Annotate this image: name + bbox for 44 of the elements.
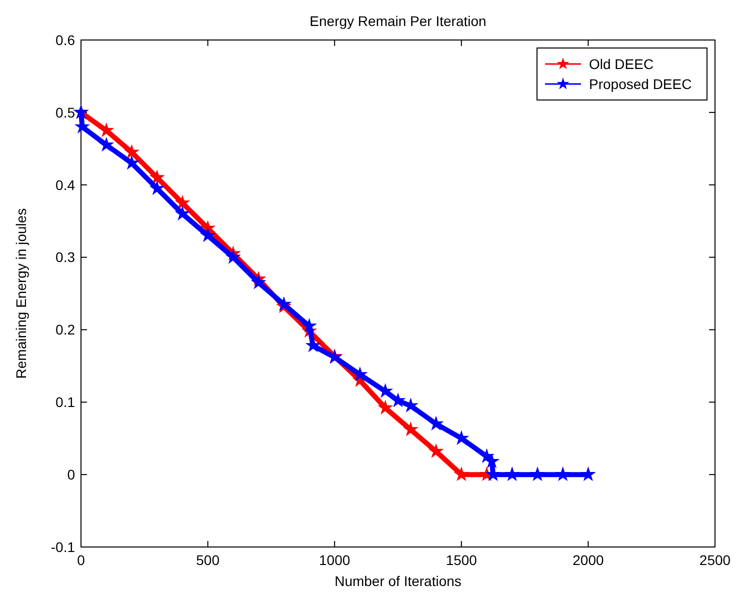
point — [454, 466, 470, 482]
point — [149, 180, 165, 196]
x-axis-title: Number of Iterations — [334, 573, 462, 589]
point — [301, 318, 318, 333]
y-axis-title: Remaining Energy in joules — [13, 208, 29, 379]
legend-label: Proposed DEEC — [589, 76, 692, 92]
point — [225, 249, 241, 264]
point — [484, 453, 500, 468]
x-tick-label: 1000 — [319, 552, 350, 568]
y-tick-label: 0.4 — [56, 176, 76, 193]
point — [124, 144, 140, 159]
y-tick-label: 0.1 — [56, 394, 76, 410]
point — [98, 122, 114, 138]
point — [124, 154, 140, 170]
point — [580, 466, 596, 482]
legend-label: Old DEEC — [589, 56, 654, 72]
point — [504, 466, 520, 482]
y-tick-label: 0.3 — [56, 249, 76, 266]
point — [428, 416, 444, 430]
point — [555, 466, 571, 482]
y-tick-label: 0.6 — [56, 32, 76, 48]
point — [352, 366, 368, 382]
y-tick-label: 0.5 — [56, 104, 76, 120]
y-tick-label: 0 — [67, 466, 76, 482]
point — [98, 136, 114, 152]
point — [250, 274, 266, 290]
point — [428, 443, 444, 458]
point — [200, 227, 216, 242]
x-tick-label: 1500 — [446, 552, 478, 568]
point — [174, 194, 190, 210]
y-tick-label: -0.1 — [50, 538, 76, 555]
x-tick-label: 2000 — [572, 552, 604, 568]
point — [390, 392, 406, 408]
point — [402, 421, 418, 436]
point — [149, 169, 165, 184]
x-tick-label: 0 — [77, 552, 86, 568]
x-tick-label: 500 — [196, 552, 220, 568]
chart-title: Energy Remain Per Iteration — [310, 13, 486, 29]
point — [174, 206, 190, 220]
x-tick-label: 2500 — [699, 552, 731, 568]
point — [378, 400, 394, 415]
y-tick-label: 0.2 — [56, 322, 76, 338]
point — [530, 466, 546, 482]
point — [378, 383, 394, 398]
